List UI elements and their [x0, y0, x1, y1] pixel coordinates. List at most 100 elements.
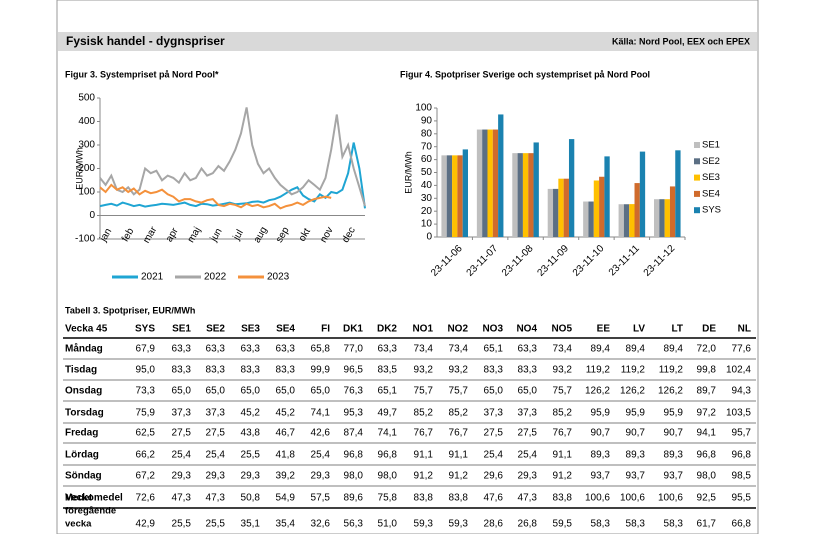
row-label: Måndag [65, 343, 103, 355]
y-tick-label: 90 [421, 116, 433, 127]
table-cell: 29,3 [518, 471, 538, 482]
table-cell: 73,4 [449, 344, 469, 355]
bar [446, 155, 453, 237]
table-cell: 119,2 [659, 365, 684, 376]
figure-title: Figur 4. Spotpriser Sverige och systempr… [400, 69, 650, 79]
bar [547, 188, 554, 237]
table-cell: 83,3 [276, 365, 296, 376]
table-cell: 27,5 [518, 428, 538, 439]
bar [654, 199, 660, 237]
y-tick-label: 10 [421, 219, 433, 230]
legend-label: SYS [702, 205, 721, 216]
table-cell: 83,8 [449, 493, 469, 504]
line-series [99, 183, 332, 210]
table-cell: 72,6 [136, 493, 156, 504]
bar [664, 199, 670, 237]
table-cell: 75,7 [553, 386, 573, 397]
legend-swatch [694, 158, 700, 165]
legend-label: SE1 [702, 140, 720, 151]
legend-swatch [694, 174, 700, 181]
table-cell: 99,9 [311, 365, 331, 376]
table-cell: 65,1 [378, 386, 398, 397]
table-cell: 32,6 [311, 519, 331, 530]
table-cell: 27,5 [172, 428, 192, 439]
table-cell: 51,0 [378, 519, 398, 530]
table-cell: 61,7 [697, 519, 717, 530]
table-cell: 83,3 [484, 365, 504, 376]
bar [623, 204, 630, 237]
bar [563, 178, 569, 237]
table-cell: 87,4 [344, 428, 364, 439]
table-header: LV [633, 324, 645, 335]
bar [583, 201, 589, 237]
y-tick-label: 0 [426, 232, 432, 243]
row-label: Veckomedel [65, 493, 123, 504]
table-cell: 126,2 [620, 386, 645, 397]
table-cell: 89,4 [664, 344, 684, 355]
line-series [99, 107, 366, 207]
table-cell: 103,5 [726, 408, 751, 419]
table-cell: 58,3 [626, 519, 646, 530]
table-cell: 29,3 [172, 471, 192, 482]
table-cell: 96,8 [697, 450, 717, 461]
table-cell: 41,8 [276, 450, 296, 461]
y-tick-label: -100 [75, 234, 95, 245]
table-cell: 100,6 [620, 493, 645, 504]
bar [482, 129, 488, 237]
row-label: föregående [65, 506, 116, 517]
table-header: SYS [135, 324, 155, 335]
table-cell: 37,3 [172, 408, 192, 419]
legend-label: 2021 [141, 272, 164, 283]
bar [487, 129, 493, 237]
table-header: LT [672, 324, 683, 335]
table-cell: 75,7 [414, 386, 434, 397]
table-cell: 126,2 [585, 386, 610, 397]
bar [558, 178, 564, 237]
legend-swatch [694, 142, 700, 148]
table-cell: 76,3 [344, 386, 364, 397]
table-cell: 35,4 [276, 519, 296, 530]
table-cell: 89,4 [591, 344, 611, 355]
table-cell: 89,4 [626, 344, 646, 355]
table-cell: 99,8 [697, 365, 717, 376]
table-header: EE [597, 324, 611, 335]
bar [604, 156, 610, 237]
table-title: Tabell 3. Spotpriser, EUR/MWh [65, 305, 195, 315]
table-cell: 89,7 [697, 386, 717, 397]
table-cell: 47,3 [518, 493, 538, 504]
table-cell: 76,7 [553, 428, 573, 439]
table-cell: 37,3 [206, 408, 226, 419]
table-cell: 65,0 [518, 386, 538, 397]
table-cell: 95,7 [732, 428, 752, 439]
table-cell: 95,5 [732, 493, 752, 504]
table-cell: 94,3 [732, 386, 752, 397]
bar [659, 199, 665, 237]
y-tick-label: 400 [78, 116, 95, 127]
table-cell: 42,6 [311, 428, 331, 439]
bar [476, 129, 483, 237]
bar [593, 180, 600, 237]
bar [669, 186, 676, 237]
table-cell: 98,0 [378, 471, 398, 482]
legend-swatch [694, 207, 700, 214]
table-cell: 93,2 [553, 365, 573, 376]
table-cell: 59,3 [414, 519, 434, 530]
table-cell: 65,1 [484, 344, 504, 355]
y-tick-label: 80 [421, 128, 433, 139]
y-tick-label: 40 [421, 180, 433, 191]
table-cell: 89,6 [344, 493, 364, 504]
legend-swatch [694, 190, 700, 197]
row-label: Fredag [65, 428, 98, 439]
row-label: Medel [65, 493, 92, 504]
table-cell: 96,8 [732, 450, 752, 461]
bar [553, 188, 559, 237]
table-cell: 47,3 [206, 493, 226, 504]
table-cell: 91,1 [449, 450, 469, 461]
table-cell: 75,7 [449, 386, 469, 397]
table-header: SE4 [276, 324, 295, 335]
table-cell: 74,1 [311, 408, 331, 419]
table-cell: 95,0 [136, 365, 156, 376]
y-tick-label: 100 [78, 187, 95, 198]
table-cell: 58,3 [591, 519, 611, 530]
table-cell: 83,3 [241, 365, 261, 376]
